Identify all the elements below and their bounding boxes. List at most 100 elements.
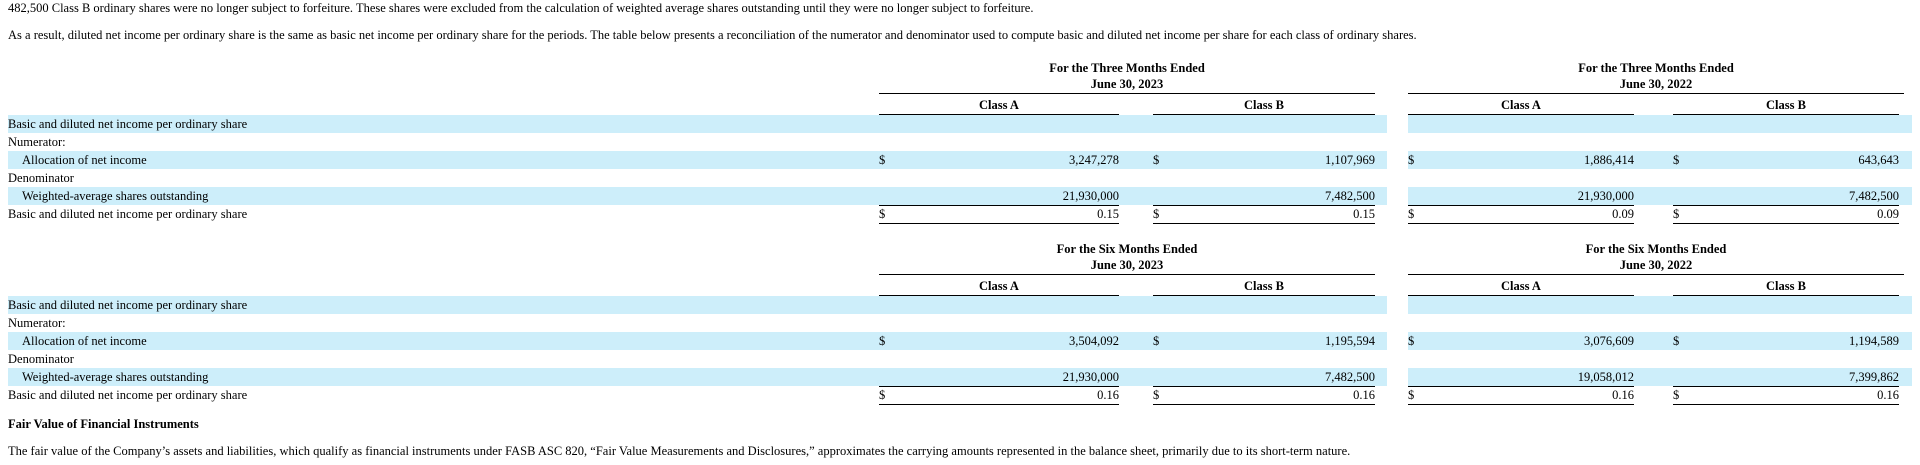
table-row-denominator: Denominator xyxy=(8,169,1912,187)
cell-value: 7,399,862 xyxy=(1849,370,1899,384)
cell-value: 1,195,594 xyxy=(1325,334,1375,348)
value-cell: 7,399,862 xyxy=(1673,368,1899,386)
period-date: June 30, 2022 xyxy=(1619,77,1693,91)
period-date: June 30, 2023 xyxy=(1090,258,1164,272)
currency-symbol: $ xyxy=(879,153,886,167)
cell-value: 19,058,012 xyxy=(1577,370,1634,384)
intro-paragraph-1: 482,500 Class B ordinary shares were no … xyxy=(8,1,1034,15)
value-cell: 7,482,500 xyxy=(1153,368,1375,386)
value-cell: $0.16 xyxy=(1153,386,1375,405)
class-header: Class A xyxy=(1408,278,1634,296)
row-label: Basic and diluted net income per ordinar… xyxy=(8,298,248,312)
currency-symbol: $ xyxy=(1673,153,1680,167)
period-label: For the Six Months Ended xyxy=(1585,242,1727,256)
row-shading xyxy=(8,296,1387,314)
row-shading xyxy=(8,187,1387,205)
row-label: Basic and diluted net income per ordinar… xyxy=(8,388,248,402)
table-row-eps: Basic and diluted net income per ordinar… xyxy=(8,205,1912,224)
value-cell: $0.09 xyxy=(1673,205,1899,224)
class-header: Class B xyxy=(1673,97,1899,115)
period-header: For the Three Months Ended June 30, 2023 xyxy=(879,60,1375,94)
value-cell: $0.16 xyxy=(1673,386,1899,405)
value-cell: $1,194,589 xyxy=(1673,332,1899,350)
row-shading xyxy=(8,368,1387,386)
class-header: Class B xyxy=(1153,278,1375,296)
cell-value: 3,076,609 xyxy=(1584,334,1634,348)
value-cell: $3,504,092 xyxy=(879,332,1119,350)
value-cell: $1,107,969 xyxy=(1153,151,1375,169)
value-cell: 21,930,000 xyxy=(1408,187,1634,205)
value-cell: 21,930,000 xyxy=(879,187,1119,205)
currency-symbol: $ xyxy=(1153,153,1160,167)
cell-value: 21,930,000 xyxy=(1062,370,1119,384)
cell-value: 7,482,500 xyxy=(1849,189,1899,203)
cell-value: 643,643 xyxy=(1858,153,1899,167)
cell-value: 3,247,278 xyxy=(1069,153,1119,167)
row-label: Numerator: xyxy=(8,316,66,330)
cell-value: 1,194,589 xyxy=(1849,334,1899,348)
row-label: Denominator xyxy=(8,352,74,366)
value-cell: $3,247,278 xyxy=(879,151,1119,169)
row-label: Basic and diluted net income per ordinar… xyxy=(8,117,248,131)
currency-symbol: $ xyxy=(1408,153,1415,167)
value-cell: 7,482,500 xyxy=(1673,187,1899,205)
value-cell: 7,482,500 xyxy=(1153,187,1375,205)
currency-symbol: $ xyxy=(879,207,886,221)
value-cell: $643,643 xyxy=(1673,151,1899,169)
row-label: Weighted-average shares outstanding xyxy=(22,370,209,384)
table-row-numerator: Numerator: xyxy=(8,133,1912,151)
row-shading xyxy=(1408,368,1912,386)
fair-value-heading: Fair Value of Financial Instruments xyxy=(8,417,199,431)
row-label: Allocation of net income xyxy=(22,153,147,167)
table-row-allocation: Allocation of net income $3,247,278 $1,107… xyxy=(8,151,1912,169)
currency-symbol: $ xyxy=(1408,207,1415,221)
row-label: Denominator xyxy=(8,171,74,185)
row-shading xyxy=(1408,115,1912,133)
value-cell: $1,886,414 xyxy=(1408,151,1634,169)
period-label: For the Three Months Ended xyxy=(1578,61,1734,75)
cell-value: 0.16 xyxy=(1612,388,1634,402)
currency-symbol: $ xyxy=(879,388,886,402)
cell-value: 0.16 xyxy=(1097,388,1119,402)
table-row-section: Basic and diluted net income per ordinar… xyxy=(8,296,1912,314)
value-cell: $0.09 xyxy=(1408,205,1634,224)
cell-value: 0.16 xyxy=(1877,388,1899,402)
cell-value: 21,930,000 xyxy=(1577,189,1634,203)
value-cell: $3,076,609 xyxy=(1408,332,1634,350)
cell-value: 21,930,000 xyxy=(1062,189,1119,203)
cell-value: 0.15 xyxy=(1097,207,1119,221)
value-cell: $0.16 xyxy=(879,386,1119,405)
row-shading xyxy=(1408,332,1912,350)
period-header: For the Six Months Ended June 30, 2022 xyxy=(1408,241,1904,275)
currency-symbol: $ xyxy=(1673,207,1680,221)
value-cell: $1,195,594 xyxy=(1153,332,1375,350)
cell-value: 1,107,969 xyxy=(1325,153,1375,167)
period-header: For the Six Months Ended June 30, 2023 xyxy=(879,241,1375,275)
cell-value: 3,504,092 xyxy=(1069,334,1119,348)
currency-symbol: $ xyxy=(1408,388,1415,402)
table-row-section: Basic and diluted net income per ordinar… xyxy=(8,115,1912,133)
row-shading xyxy=(8,332,1387,350)
row-label: Numerator: xyxy=(8,135,66,149)
period-header: For the Three Months Ended June 30, 2022 xyxy=(1408,60,1904,94)
value-cell: 19,058,012 xyxy=(1408,368,1634,386)
class-header: Class B xyxy=(1153,97,1375,115)
row-label: Weighted-average shares outstanding xyxy=(22,189,209,203)
currency-symbol: $ xyxy=(1673,334,1680,348)
period-label: For the Three Months Ended xyxy=(1049,61,1205,75)
table-row-numerator: Numerator: xyxy=(8,314,1912,332)
value-cell: $0.15 xyxy=(879,205,1119,224)
table-row-allocation: Allocation of net income $3,504,092 $1,195… xyxy=(8,332,1912,350)
row-shading xyxy=(8,151,1387,169)
row-shading xyxy=(1408,296,1912,314)
row-shading xyxy=(8,115,1387,133)
period-label: For the Six Months Ended xyxy=(1056,242,1198,256)
value-cell: $0.15 xyxy=(1153,205,1375,224)
currency-symbol: $ xyxy=(879,334,886,348)
row-label: Allocation of net income xyxy=(22,334,147,348)
currency-symbol: $ xyxy=(1673,388,1680,402)
class-header: Class A xyxy=(879,97,1119,115)
currency-symbol: $ xyxy=(1153,388,1160,402)
cell-value: 7,482,500 xyxy=(1325,189,1375,203)
class-header: Class A xyxy=(1408,97,1634,115)
